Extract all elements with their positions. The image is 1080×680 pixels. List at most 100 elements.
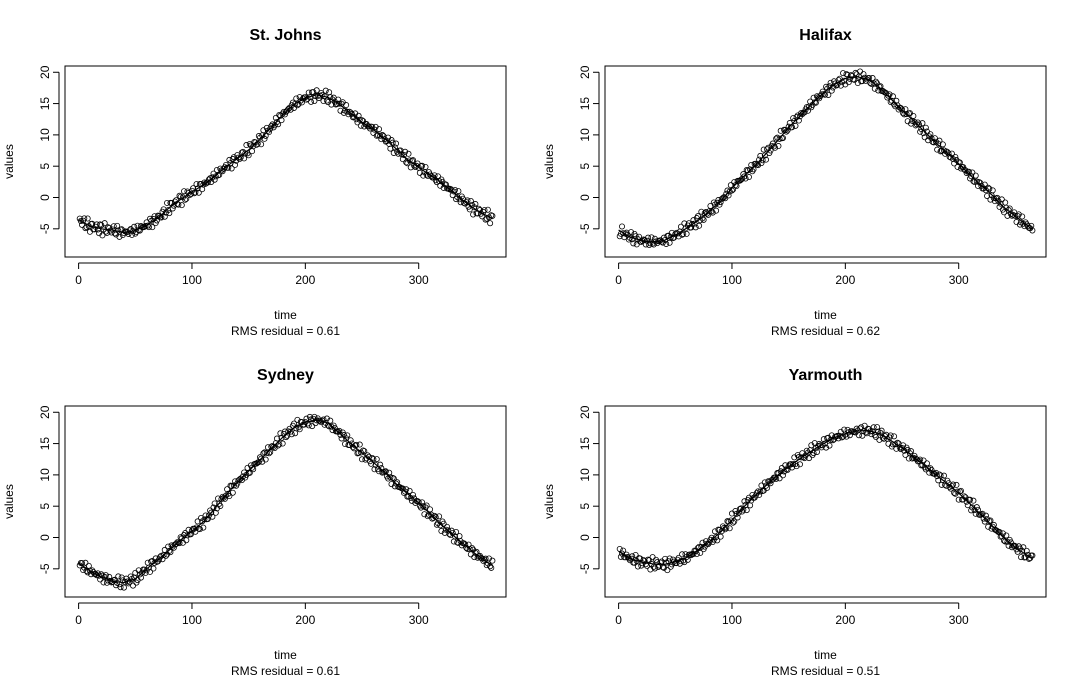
data-point bbox=[772, 474, 779, 481]
data-point bbox=[305, 422, 312, 429]
x-tick-label: 300 bbox=[409, 273, 429, 287]
data-point bbox=[120, 584, 127, 591]
data-point bbox=[279, 440, 286, 447]
x-tick-label: 100 bbox=[722, 273, 742, 287]
data-point bbox=[692, 224, 699, 231]
data-point bbox=[679, 231, 686, 238]
data-point bbox=[893, 445, 900, 452]
x-axis-label: time bbox=[274, 308, 297, 322]
data-point bbox=[450, 188, 457, 195]
data-point bbox=[164, 199, 171, 206]
x-axis-label: time bbox=[814, 308, 837, 322]
data-point bbox=[859, 432, 866, 439]
data-point bbox=[198, 515, 205, 522]
data-point bbox=[776, 475, 783, 482]
data-point bbox=[1001, 209, 1008, 216]
data-point bbox=[415, 498, 422, 505]
data-point bbox=[717, 533, 724, 540]
data-point bbox=[687, 551, 694, 558]
y-tick-label: 20 bbox=[578, 405, 592, 419]
data-point bbox=[743, 507, 750, 514]
data-point bbox=[632, 551, 639, 558]
y-tick-label: -5 bbox=[578, 223, 592, 234]
data-point bbox=[651, 565, 658, 572]
y-tick-label: 15 bbox=[578, 97, 592, 111]
data-point bbox=[779, 472, 786, 479]
data-point bbox=[296, 94, 303, 101]
data-point bbox=[953, 481, 960, 488]
data-point bbox=[826, 442, 833, 449]
data-point bbox=[887, 432, 894, 439]
data-point bbox=[919, 120, 926, 127]
data-point bbox=[327, 417, 334, 424]
data-point bbox=[925, 465, 932, 472]
data-point bbox=[837, 82, 844, 89]
data-point bbox=[719, 195, 726, 202]
data-point bbox=[860, 71, 867, 78]
data-point bbox=[387, 145, 394, 152]
data-point bbox=[232, 161, 239, 168]
data-point bbox=[175, 539, 182, 546]
data-point bbox=[453, 529, 460, 536]
data-point bbox=[985, 184, 992, 191]
data-point bbox=[465, 541, 472, 548]
y-tick-label: 0 bbox=[578, 534, 592, 541]
data-point bbox=[1018, 554, 1025, 561]
y-tick-label: 5 bbox=[578, 503, 592, 510]
data-point bbox=[713, 207, 720, 214]
data-point bbox=[784, 127, 791, 134]
data-point bbox=[118, 574, 125, 581]
data-point bbox=[990, 195, 997, 202]
data-point bbox=[825, 91, 832, 98]
data-point bbox=[278, 117, 285, 124]
data-point bbox=[796, 461, 803, 468]
data-point bbox=[126, 227, 133, 234]
data-point bbox=[937, 148, 944, 155]
plot-frame bbox=[64, 405, 507, 598]
observations bbox=[616, 68, 1036, 248]
x-tick-label: 0 bbox=[75, 613, 82, 627]
data-point bbox=[682, 551, 689, 558]
data-point bbox=[454, 539, 461, 546]
data-point bbox=[620, 547, 627, 554]
data-point bbox=[342, 441, 349, 448]
data-point bbox=[1006, 205, 1013, 212]
data-point bbox=[934, 146, 941, 153]
data-point bbox=[916, 121, 923, 128]
data-point bbox=[451, 533, 458, 540]
data-point bbox=[761, 152, 768, 159]
data-point bbox=[99, 232, 106, 239]
y-tick-label: 5 bbox=[578, 163, 592, 170]
data-point bbox=[183, 537, 190, 544]
rms-residual-label: RMS residual = 0.61 bbox=[231, 664, 340, 678]
data-point bbox=[235, 154, 242, 161]
data-point bbox=[700, 216, 707, 223]
data-point bbox=[149, 224, 156, 231]
data-point bbox=[243, 142, 250, 149]
data-point bbox=[264, 444, 271, 451]
data-point bbox=[762, 156, 769, 163]
panel-0: St. Johns 0 100 200 300 -5 0 5 10 15 20 time RMS res… bbox=[2, 27, 507, 338]
data-point bbox=[741, 498, 748, 505]
data-point bbox=[258, 141, 265, 148]
data-point bbox=[165, 543, 172, 550]
data-point bbox=[196, 526, 203, 533]
data-point bbox=[950, 481, 957, 488]
x-tick-label: 200 bbox=[835, 613, 855, 627]
data-point bbox=[777, 127, 784, 134]
data-point bbox=[376, 126, 383, 133]
data-point bbox=[680, 557, 687, 564]
x-tick-label: 200 bbox=[295, 273, 315, 287]
data-point bbox=[645, 234, 652, 241]
data-point bbox=[195, 189, 202, 196]
y-axis-label: values bbox=[542, 484, 556, 519]
data-point bbox=[347, 109, 354, 116]
data-point bbox=[1023, 547, 1030, 554]
data-point bbox=[706, 539, 713, 546]
data-point bbox=[92, 570, 99, 577]
data-point bbox=[666, 555, 673, 562]
data-point bbox=[726, 525, 733, 532]
x-tick-label: 200 bbox=[835, 273, 855, 287]
data-point bbox=[814, 448, 821, 455]
data-point bbox=[742, 175, 749, 182]
